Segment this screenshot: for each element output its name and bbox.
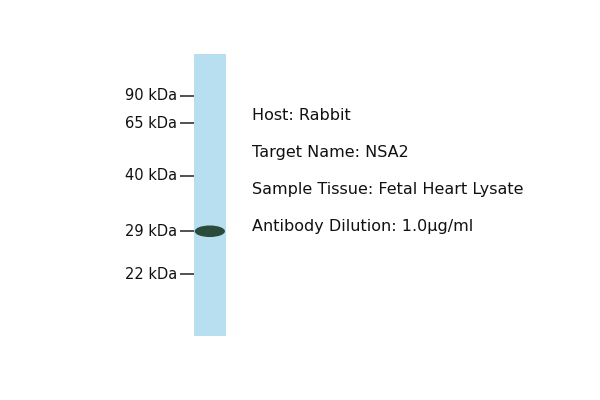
Text: Target Name: NSA2: Target Name: NSA2 <box>252 145 409 160</box>
Text: 40 kDa: 40 kDa <box>125 168 178 183</box>
Text: Host: Rabbit: Host: Rabbit <box>252 108 350 123</box>
Ellipse shape <box>195 226 225 237</box>
Text: 65 kDa: 65 kDa <box>125 116 178 131</box>
Text: Antibody Dilution: 1.0µg/ml: Antibody Dilution: 1.0µg/ml <box>252 219 473 234</box>
Text: 29 kDa: 29 kDa <box>125 224 178 239</box>
Text: 22 kDa: 22 kDa <box>125 267 178 282</box>
Text: Sample Tissue: Fetal Heart Lysate: Sample Tissue: Fetal Heart Lysate <box>252 182 523 197</box>
Text: 90 kDa: 90 kDa <box>125 88 178 103</box>
Bar <box>194 54 226 336</box>
